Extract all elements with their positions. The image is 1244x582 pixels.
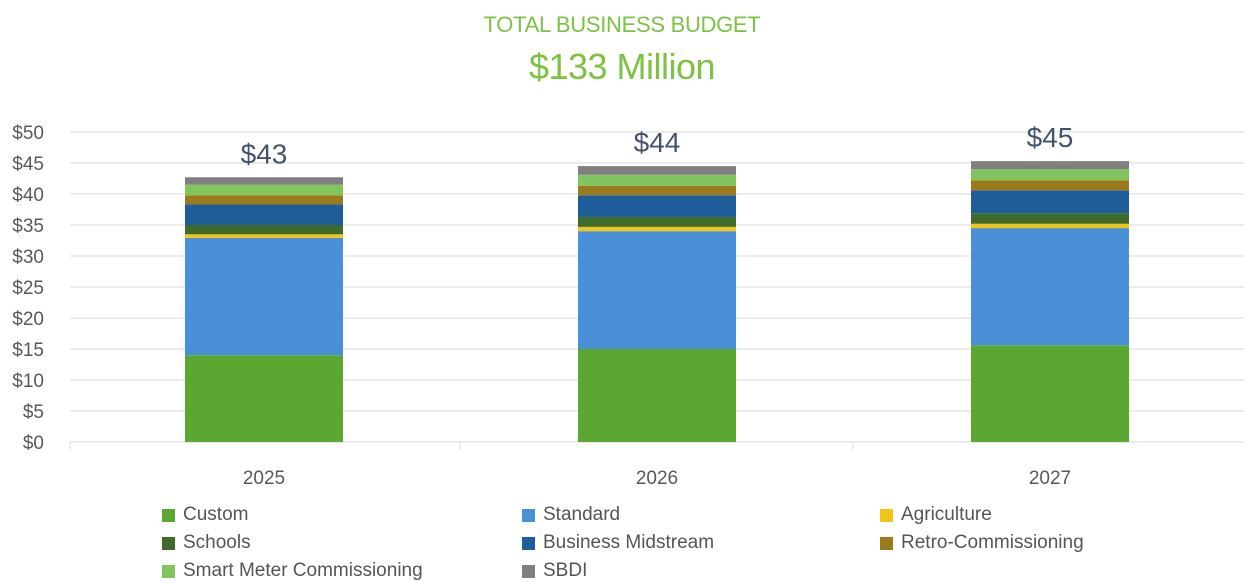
y-tick-label: $15 — [12, 340, 44, 361]
x-tick-label: 2027 — [1029, 468, 1071, 489]
bar-segment — [185, 177, 343, 184]
y-tick-label: $5 — [23, 402, 44, 423]
x-tick-label: 2025 — [243, 468, 285, 489]
bar-segment — [971, 190, 1129, 213]
bar-segment — [185, 355, 343, 442]
bar-total-label: $45 — [1027, 122, 1074, 153]
y-tick-label: $10 — [12, 371, 44, 392]
bar-segment — [185, 195, 343, 204]
x-tick-label: 2026 — [636, 468, 678, 489]
y-tick-label: $0 — [23, 433, 44, 454]
y-tick-label: $25 — [12, 278, 44, 299]
y-tick-label: $30 — [12, 247, 44, 268]
y-tick-label: $50 — [12, 123, 44, 144]
bar-segment — [971, 213, 1129, 224]
bar-segment — [578, 349, 736, 442]
bar-segment — [185, 238, 343, 355]
bar-segment — [578, 195, 736, 217]
bar-segment — [578, 166, 736, 175]
bar-segment — [578, 217, 736, 227]
bar-segment — [578, 175, 736, 186]
bar-segment — [578, 186, 736, 195]
bar-total-label: $43 — [241, 138, 288, 169]
bar-segment — [578, 227, 736, 231]
bar-segment — [578, 231, 736, 349]
bar-segment — [971, 180, 1129, 190]
bar-segment — [185, 225, 343, 234]
bar-segment — [185, 205, 343, 225]
bar-segment — [971, 169, 1129, 180]
y-tick-label: $40 — [12, 185, 44, 206]
y-tick-label: $45 — [12, 154, 44, 175]
bar-total-label: $44 — [634, 127, 681, 158]
bar-segment — [971, 345, 1129, 442]
bar-segment — [971, 228, 1129, 345]
bar-segment — [971, 161, 1129, 169]
y-tick-label: $20 — [12, 309, 44, 330]
bar-segment — [185, 234, 343, 238]
bar-segment — [185, 185, 343, 196]
y-tick-label: $35 — [12, 216, 44, 237]
bar-segment — [971, 224, 1129, 228]
